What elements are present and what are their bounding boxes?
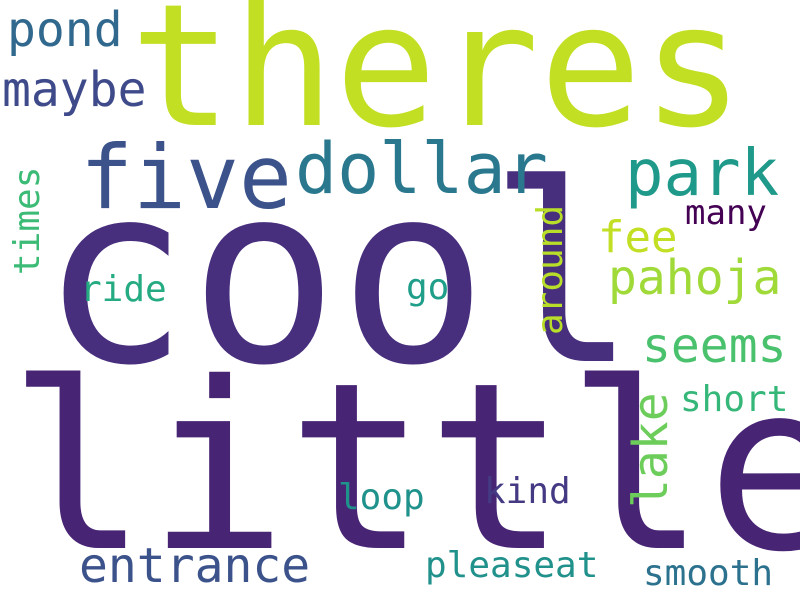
word-entrance: entrance [79,538,311,594]
word-kind: kind [484,471,571,512]
word-smooth: smooth [643,553,774,594]
word-pahoja: pahoja [608,250,782,306]
word-times: times [7,166,48,275]
word-lake: lake [623,392,679,508]
word-ride: ride [80,269,167,310]
word-go: go [406,267,450,308]
word-around: around [530,204,571,335]
word-five: five [80,126,292,229]
word-fee: fee [598,212,678,263]
word-loop: loop [338,477,425,518]
word-cool: cool [40,132,638,420]
word-pond: pond [7,2,123,58]
word-little: little [8,333,800,600]
word-dollar: dollar [295,128,548,210]
word-maybe: maybe [2,62,147,118]
word-park: park [625,137,780,211]
word-pleaseat: pleaseat [425,545,599,586]
word-many: many [685,193,767,233]
word-seems: seems [642,318,787,374]
word-theres: theres [130,0,745,166]
word-short: short [680,379,789,420]
